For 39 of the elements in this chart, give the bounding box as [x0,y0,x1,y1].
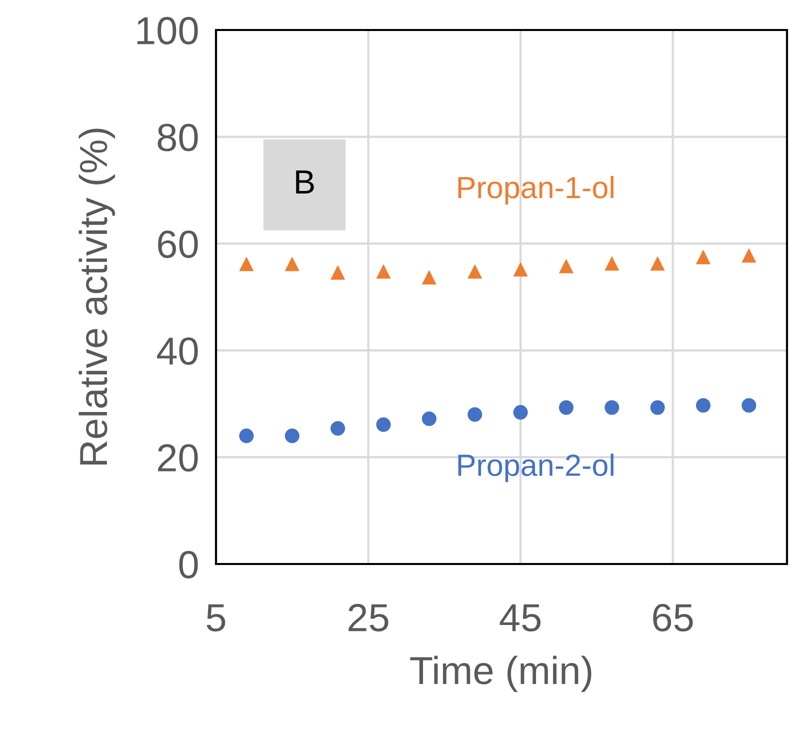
point [422,411,436,426]
annotation: B [296,170,314,194]
point [468,407,482,422]
y-tick-label: 40 [156,337,198,365]
point [376,264,391,279]
point [239,428,254,444]
x-tick-label: 45 [500,604,541,632]
series-label: Propan-1-ol [458,176,614,204]
y-tick-label: 100 [137,16,198,44]
y-tick-label: 80 [158,124,198,152]
point [650,400,665,415]
point [330,265,346,280]
point [513,262,528,277]
point [604,256,620,271]
point [604,400,620,415]
point [422,270,436,285]
y-tick-label: 0 [179,550,198,578]
point [742,398,756,413]
point [239,256,254,272]
point [284,428,300,444]
point [650,256,665,271]
y-tick-label: 60 [158,230,198,258]
series-label: Propan-2-ol [458,454,614,482]
x-tick-label: 25 [348,604,388,632]
x-tick-label: 65 [653,604,693,632]
point [558,258,574,274]
point [742,248,756,263]
point [513,405,528,420]
y-axis-title: Relative activity (%) [78,128,116,465]
point [468,264,482,279]
y-tick-label: 20 [158,444,198,472]
point [558,400,574,415]
point [696,250,711,264]
point [330,421,346,436]
point [376,417,391,432]
point [696,398,711,413]
x-axis-title: Time (min) [410,656,592,692]
point [284,256,300,272]
x-tick-label: 5 [206,604,226,632]
